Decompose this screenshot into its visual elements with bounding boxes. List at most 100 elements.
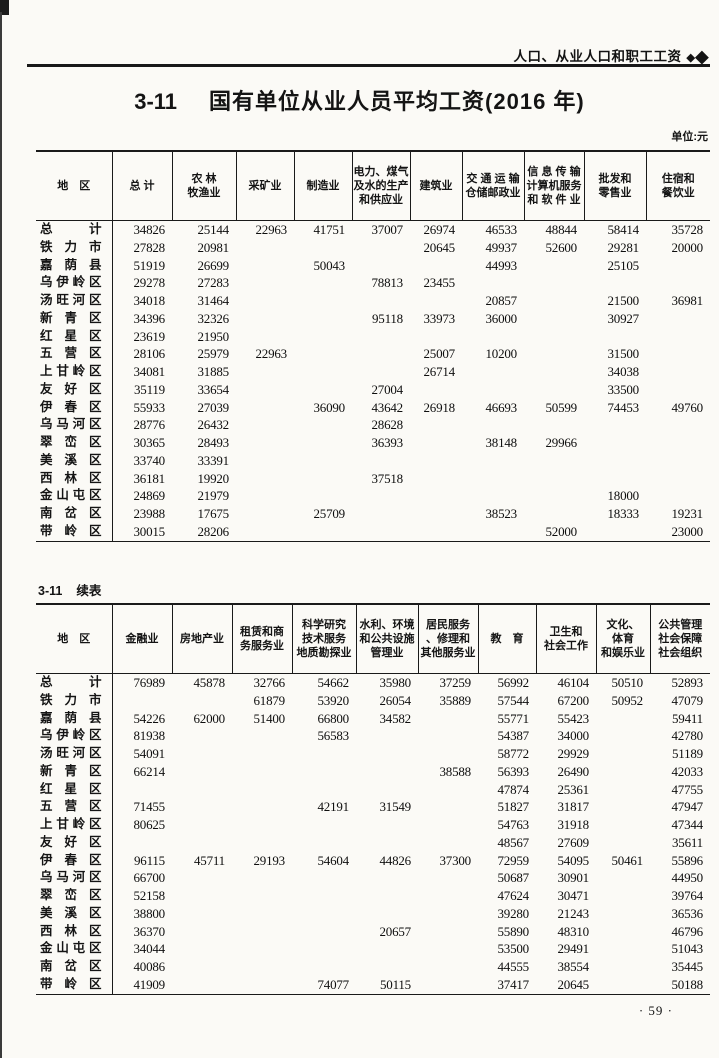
value-cell	[418, 781, 478, 799]
table-row: 汤旺河区 54091 58772 29929 51189	[36, 745, 710, 763]
value-cell: 52000	[545, 523, 577, 539]
value-cell	[352, 257, 410, 275]
value-cell	[172, 692, 232, 710]
value-cell	[292, 940, 356, 958]
value-cell: 27004	[371, 381, 403, 397]
value-cell: 80625	[133, 817, 165, 832]
region-label: 汤旺河区	[36, 745, 113, 763]
value-cell: 53500	[497, 941, 529, 957]
value-cell	[294, 292, 352, 310]
value-cell	[462, 381, 524, 399]
value-cell	[646, 310, 710, 328]
value-cell	[294, 239, 352, 257]
value-cell	[232, 745, 292, 763]
table-row: 友好区 48567 27609 35611	[36, 833, 710, 852]
value-cell	[292, 781, 356, 799]
value-cell: 33654	[197, 381, 229, 397]
table-row: 翠峦区 30365 28493 36393 38148 29966	[36, 434, 710, 452]
value-cell: 37417	[497, 976, 529, 992]
value-cell: 50188	[671, 976, 703, 992]
region-label: 乌马河区	[36, 869, 113, 887]
value-cell	[596, 869, 650, 887]
value-cell	[418, 923, 478, 941]
value-cell	[418, 958, 478, 976]
region-label: 总计	[36, 673, 113, 692]
value-cell: 35611	[671, 834, 703, 850]
value-cell: 22963	[255, 222, 287, 237]
value-cell	[236, 434, 294, 452]
value-cell: 96115	[133, 852, 165, 868]
column-header: 农 林牧渔业	[172, 151, 237, 221]
value-cell	[596, 763, 650, 781]
value-cell: 48844	[545, 222, 577, 237]
value-cell: 51043	[671, 941, 703, 957]
table-row: 新青区 34396 32326 95118 33973 36000 30927	[36, 309, 710, 328]
value-cell: 54662	[317, 675, 349, 690]
table-row: 新青区 66214 38588 56393 26490 42033	[36, 762, 710, 781]
table-row: 嘉荫县 51919 26699 50043 44993 25105	[36, 256, 710, 275]
value-cell: 26918	[423, 399, 455, 415]
table1-body: 总计 34826 25144 22963 41751 37007 26974 46533 488…	[36, 220, 710, 541]
value-cell: 50043	[313, 257, 345, 273]
region-label: 翠峦区	[36, 434, 113, 452]
value-cell	[646, 345, 710, 363]
value-cell	[418, 887, 478, 905]
value-cell: 31500	[607, 346, 639, 362]
table2-header: 地 区金融业 房地产业 租赁和商 务服务业 科学研究 技术服务 地质勘探业 水利、环境 和公共设…	[36, 604, 710, 674]
value-cell	[292, 869, 356, 887]
value-cell	[172, 869, 232, 887]
value-cell	[356, 958, 418, 976]
value-cell	[236, 416, 294, 434]
region-label: 上甘岭区	[36, 363, 113, 381]
value-cell	[236, 274, 294, 292]
value-cell	[524, 487, 584, 505]
value-cell: 20000	[671, 239, 703, 255]
value-cell: 52600	[545, 239, 577, 255]
table-row: 南岔区 23988 17675 25709 38523 18333 19231	[36, 505, 710, 523]
value-cell	[294, 381, 352, 399]
column-header: 居民服务 、修理和 其他服务业	[418, 604, 479, 674]
value-cell: 72959	[497, 852, 529, 868]
value-cell	[410, 487, 462, 505]
value-cell	[418, 976, 478, 994]
value-cell	[292, 763, 356, 781]
value-cell: 27039	[197, 399, 229, 415]
value-cell: 34826	[133, 222, 165, 237]
region-label: 五营区	[36, 798, 113, 816]
value-cell	[646, 434, 710, 452]
value-cell: 26699	[197, 257, 229, 273]
value-cell	[418, 940, 478, 958]
region-label: 乌伊岭区	[36, 274, 113, 292]
value-cell: 25709	[313, 506, 345, 521]
region-label: 西林区	[36, 922, 113, 941]
column-header: 总 计	[112, 151, 173, 221]
value-cell	[356, 781, 418, 799]
value-cell	[294, 274, 352, 292]
value-cell: 28493	[197, 435, 229, 450]
value-cell	[584, 416, 646, 434]
region-label: 五营区	[36, 345, 113, 363]
value-cell	[352, 292, 410, 310]
table-row: 红星区 23619 21950	[36, 327, 710, 346]
value-cell: 40086	[133, 959, 165, 974]
region-label: 汤旺河区	[36, 292, 113, 310]
region-label: 新青区	[36, 762, 113, 781]
value-cell	[410, 470, 462, 488]
value-cell: 39764	[671, 888, 703, 903]
table-row: 上甘岭区 34081 31885 26714 34038	[36, 363, 710, 381]
value-cell: 54091	[133, 746, 165, 761]
value-cell	[462, 363, 524, 381]
value-cell	[418, 905, 478, 923]
column-header: 采矿业	[236, 151, 295, 221]
value-cell	[646, 452, 710, 470]
value-cell: 45878	[193, 675, 225, 690]
value-cell: 20657	[379, 923, 411, 939]
region-label: 乌伊岭区	[36, 727, 113, 745]
value-cell	[356, 834, 418, 852]
region-label: 翠峦区	[36, 887, 113, 905]
value-cell: 53920	[317, 692, 349, 708]
value-cell: 27609	[557, 834, 589, 850]
value-cell: 21950	[197, 328, 229, 344]
value-cell	[356, 727, 418, 745]
diamond-large-icon: ◆	[695, 47, 709, 66]
